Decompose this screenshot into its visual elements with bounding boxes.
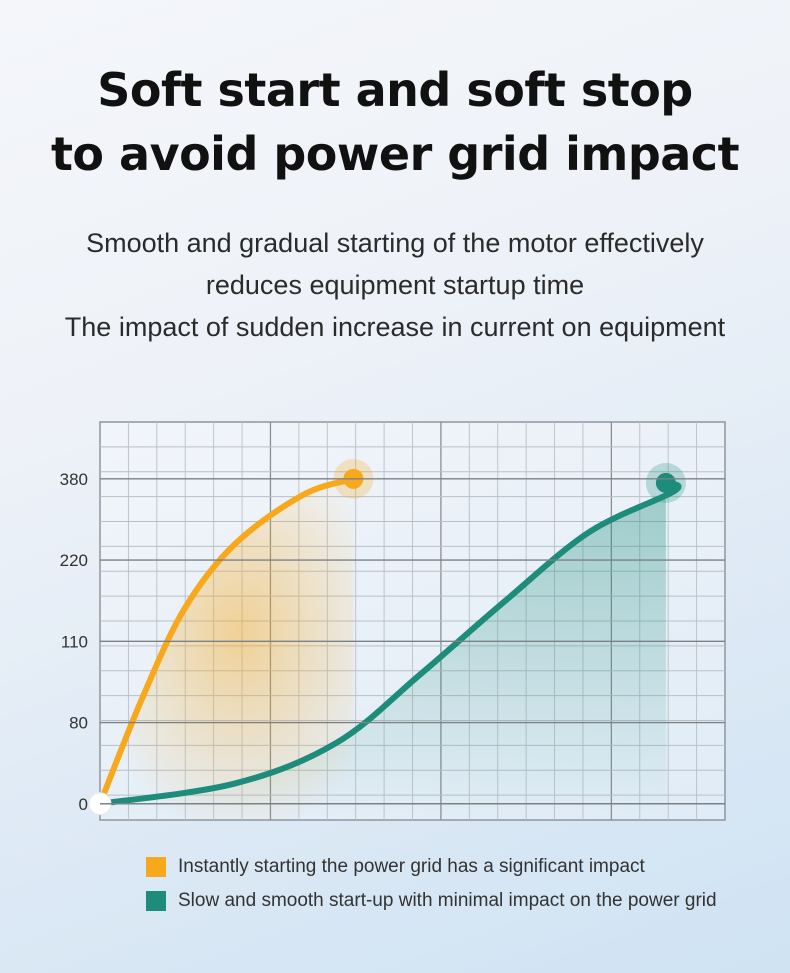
legend-label-orange: Instantly starting the power grid has a … [178, 856, 645, 877]
y-tick-label: 380 [60, 470, 88, 489]
subtitle-line-3: The impact of sudden increase in current… [64, 312, 726, 342]
y-axis-ticks: 0 80 110 220 380 [60, 470, 725, 814]
chart: 0 80 110 220 380 [60, 421, 726, 821]
legend: Instantly starting the power grid has a … [146, 850, 717, 918]
legend-item-orange: Instantly starting the power grid has a … [146, 850, 717, 884]
y-tick-label: 0 [79, 795, 88, 814]
subtitle-line-1: Smooth and gradual starting of the motor… [86, 228, 704, 258]
legend-item-teal: Slow and smooth start-up with minimal im… [146, 884, 717, 918]
subtitle-line-2: reduces equipment startup time [205, 270, 585, 300]
title-line-1: Soft start and soft stop [97, 63, 693, 117]
series-line-orange [97, 475, 357, 807]
legend-label-teal: Slow and smooth start-up with minimal im… [178, 890, 717, 911]
y-tick-label: 110 [61, 632, 88, 651]
series-area-orange [100, 478, 354, 820]
area-fills [100, 478, 679, 820]
page-title: Soft start and soft stop to avoid power … [0, 58, 790, 186]
series-area-teal [100, 482, 679, 820]
subtitle: Smooth and gradual starting of the motor… [0, 222, 790, 348]
series-line-teal [97, 479, 682, 807]
series-end-point-teal [655, 472, 676, 493]
legend-swatch-teal [146, 891, 166, 911]
title-line-2: to avoid power grid impact [50, 127, 740, 181]
y-tick-label: 220 [60, 551, 88, 570]
y-tick-label: 80 [69, 714, 88, 733]
legend-swatch-orange [146, 857, 166, 877]
series-lines [88, 458, 686, 816]
